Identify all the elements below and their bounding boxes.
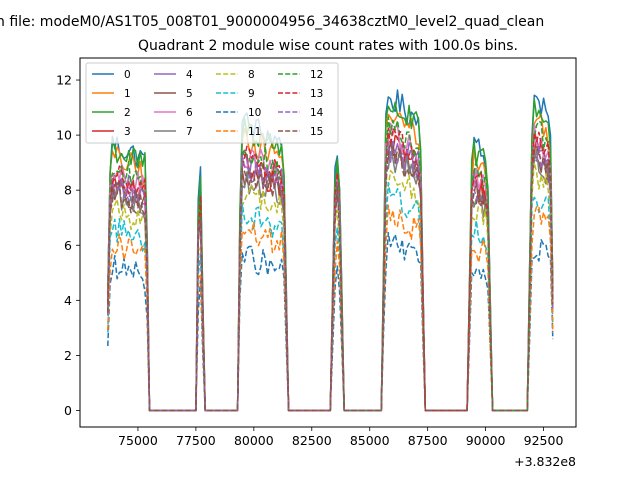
- x-tick-label: 90000: [466, 433, 506, 448]
- legend-label-2: 2: [124, 107, 131, 119]
- x-tick-label: 82500: [292, 433, 332, 448]
- legend-label-9: 9: [248, 88, 255, 100]
- legend-label-1: 1: [124, 88, 131, 100]
- legend-label-12: 12: [310, 69, 323, 81]
- x-tick-label: 85000: [350, 433, 390, 448]
- x-tick-label: 80000: [234, 433, 274, 448]
- y-axis: 0 2 4 6 8 10 12: [56, 73, 80, 418]
- y-tick-label: 8: [64, 183, 72, 198]
- chart-suptitle: n file: modeM0/AS1T05_008T01_9000004956_…: [0, 14, 544, 30]
- legend-label-6: 6: [186, 107, 193, 119]
- plot-area: [79, 57, 577, 428]
- legend-label-11: 11: [248, 126, 261, 138]
- legend-label-5: 5: [186, 88, 193, 100]
- x-tick-label: 75000: [118, 433, 158, 448]
- y-tick-label: 4: [64, 293, 72, 308]
- series-layer: [107, 89, 554, 412]
- legend-label-7: 7: [186, 126, 193, 138]
- legend-label-13: 13: [310, 88, 323, 100]
- legend-label-15: 15: [310, 126, 323, 138]
- x-tick-label: 92500: [524, 433, 564, 448]
- legend-box: [85, 62, 339, 144]
- chart-title: Quadrant 2 module wise count rates with …: [138, 38, 518, 54]
- legend-label-3: 3: [124, 126, 131, 138]
- series-line-2: [107, 98, 554, 412]
- y-tick-label: 2: [64, 348, 72, 363]
- y-tick-label: 10: [56, 128, 72, 143]
- legend-label-8: 8: [248, 69, 255, 81]
- series-line-8: [107, 161, 554, 412]
- x-tick-label: 87500: [408, 433, 448, 448]
- y-tick-label: 0: [64, 403, 72, 418]
- series-line-13: [107, 127, 554, 412]
- legend-label-4: 4: [186, 69, 193, 81]
- x-offset-label: +3.832e8: [514, 454, 576, 469]
- legend-label-0: 0: [124, 69, 131, 81]
- x-axis: 75000 77500 80000 82500 85000 87500 90000 92500: [118, 427, 563, 448]
- legend-label-10: 10: [248, 107, 261, 119]
- series-line-1: [107, 112, 554, 412]
- y-tick-label: 6: [64, 238, 72, 253]
- legend-label-14: 14: [310, 107, 324, 119]
- x-tick-label: 77500: [176, 433, 216, 448]
- axes-frame: [79, 57, 577, 428]
- series-line-15: [107, 143, 554, 412]
- y-tick-label: 12: [56, 73, 72, 88]
